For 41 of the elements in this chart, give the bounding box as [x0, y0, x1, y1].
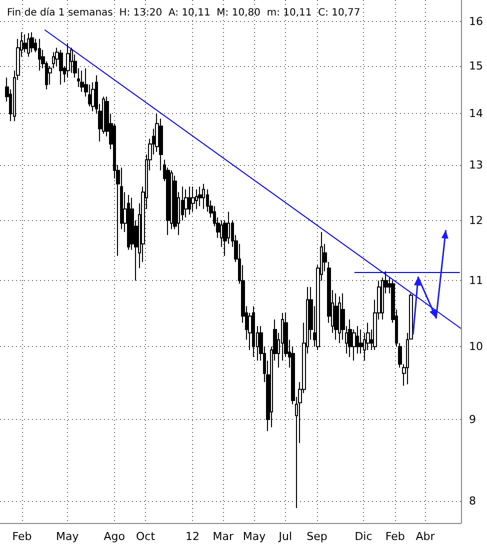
x-tick-label: Feb	[385, 530, 405, 543]
x-tick-label: Feb	[12, 530, 32, 543]
text: Fin de día 1 semanas H: 13:20 A: 10,11 M: 10,80 m: 10,11 C: 10,77	[7, 8, 360, 18]
y-tick-label: 13	[469, 158, 483, 172]
candlestick	[198, 186, 202, 207]
candlestick	[80, 70, 84, 92]
candlestick	[23, 34, 27, 53]
candlestick	[38, 38, 41, 72]
candlestick	[334, 292, 338, 340]
candlestick	[66, 42, 70, 78]
candlestick	[252, 306, 255, 358]
y-tick-label: 15	[469, 59, 483, 72]
y-tick-label: 11	[469, 274, 483, 288]
x-tick-label: May	[56, 530, 80, 543]
y-tick-label: 12	[469, 214, 483, 227]
x-tick-label: 12	[185, 530, 200, 543]
x-tick-label: Dic	[354, 530, 372, 543]
candlestick	[195, 188, 198, 210]
y-tick-label: 14	[469, 107, 483, 120]
candlestick	[202, 183, 205, 210]
candlestick	[59, 50, 63, 86]
y-tick-label: 16	[469, 14, 483, 28]
y-tick-label: 9	[469, 413, 476, 426]
y-tick-label: 8	[469, 494, 476, 508]
x-tick-label: May	[242, 530, 266, 543]
candlestick	[27, 32, 30, 58]
y-tick-label: 10	[469, 340, 483, 354]
x-tick-label: Ago	[104, 530, 126, 543]
x-tick-label: Oct	[136, 530, 156, 543]
candlestick	[338, 296, 341, 344]
candlestick	[348, 318, 352, 358]
candlestick	[127, 194, 130, 250]
candlestick	[188, 186, 191, 216]
x-tick-label: Abr	[416, 530, 436, 543]
candlestick	[70, 47, 73, 74]
x-tick-label: Jul	[278, 530, 292, 543]
x-tick-label: Sep	[306, 530, 328, 543]
candlestick	[184, 188, 188, 218]
x-tick-label: Mar	[212, 530, 234, 543]
candlestick	[191, 186, 195, 212]
candlestick	[30, 32, 34, 53]
